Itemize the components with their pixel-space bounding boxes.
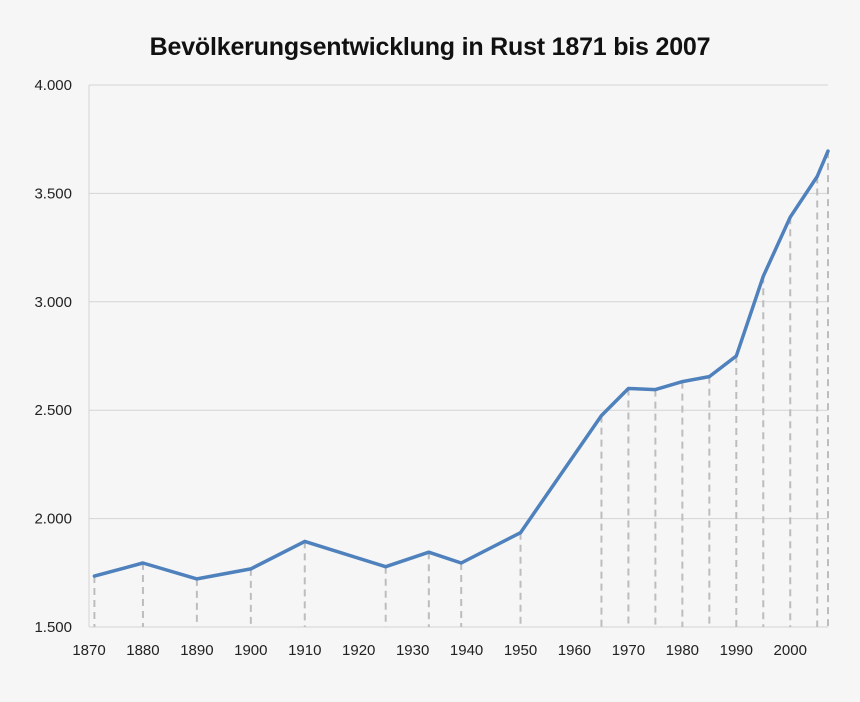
data-point xyxy=(303,539,307,543)
x-tick-label: 1910 xyxy=(288,642,321,659)
data-point xyxy=(599,414,603,418)
x-tick-label: 1960 xyxy=(558,642,591,659)
x-tick-label: 2000 xyxy=(774,642,807,659)
x-tick-label: 1930 xyxy=(396,642,429,659)
data-point xyxy=(427,550,431,554)
y-tick-label: 4.000 xyxy=(34,77,72,94)
data-point xyxy=(249,567,253,571)
x-tick-label: 1890 xyxy=(180,642,213,659)
data-point xyxy=(734,354,738,358)
data-point xyxy=(519,531,523,535)
chart-title: Bevölkerungsentwicklung in Rust 1871 bis… xyxy=(149,33,711,61)
y-tick-label: 2.500 xyxy=(34,402,72,419)
x-tick-label: 1950 xyxy=(504,642,537,659)
data-point xyxy=(653,388,657,392)
y-tick-label: 3.500 xyxy=(34,185,72,202)
data-point xyxy=(459,561,463,565)
x-tick-label: 1900 xyxy=(234,642,267,659)
x-tick-label: 1940 xyxy=(450,642,483,659)
data-point xyxy=(815,174,819,178)
data-point xyxy=(141,561,145,565)
y-tick-label: 1.500 xyxy=(34,619,72,636)
x-tick-label: 1990 xyxy=(720,642,753,659)
data-point xyxy=(761,274,765,278)
x-tick-label: 1870 xyxy=(72,642,105,659)
data-point xyxy=(626,387,630,391)
data-point xyxy=(788,215,792,219)
data-point xyxy=(195,577,199,581)
y-tick-label: 2.000 xyxy=(34,511,72,528)
data-point xyxy=(680,380,684,384)
series-line xyxy=(92,149,830,581)
data-point xyxy=(92,574,96,578)
data-point xyxy=(826,149,830,153)
x-tick-label: 1920 xyxy=(342,642,375,659)
data-point xyxy=(384,565,388,569)
data-point xyxy=(707,375,711,379)
x-tick-label: 1980 xyxy=(666,642,699,659)
y-tick-label: 3.000 xyxy=(34,294,72,311)
x-tick-label: 1970 xyxy=(612,642,645,659)
x-tick-label: 1880 xyxy=(126,642,159,659)
